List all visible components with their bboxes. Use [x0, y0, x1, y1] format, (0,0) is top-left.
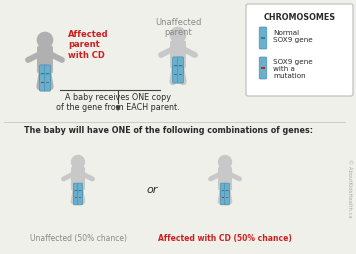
- Circle shape: [171, 27, 185, 43]
- Bar: [174, 74, 177, 75]
- FancyBboxPatch shape: [74, 183, 78, 197]
- FancyBboxPatch shape: [225, 183, 230, 197]
- Text: Normal
SOX9 gene: Normal SOX9 gene: [273, 30, 313, 43]
- Circle shape: [37, 32, 53, 48]
- FancyBboxPatch shape: [246, 4, 353, 96]
- Text: CHROMOSOMES: CHROMOSOMES: [263, 13, 336, 22]
- Bar: [226, 189, 229, 191]
- Bar: [79, 189, 82, 191]
- Text: Unaffected
parent: Unaffected parent: [155, 18, 201, 37]
- Text: The baby will have ONE of the following combinations of genes:: The baby will have ONE of the following …: [23, 126, 313, 135]
- FancyBboxPatch shape: [173, 66, 178, 83]
- FancyBboxPatch shape: [44, 74, 51, 91]
- FancyBboxPatch shape: [71, 166, 85, 191]
- FancyBboxPatch shape: [74, 191, 78, 205]
- Bar: [261, 37, 266, 39]
- Bar: [226, 197, 229, 198]
- Circle shape: [72, 155, 84, 168]
- Bar: [79, 197, 82, 198]
- Circle shape: [219, 155, 231, 168]
- Text: SOX9 gene
with a
mutation: SOX9 gene with a mutation: [273, 59, 313, 79]
- FancyBboxPatch shape: [40, 74, 46, 91]
- Text: Unaffected (50% chance): Unaffected (50% chance): [30, 234, 126, 243]
- FancyBboxPatch shape: [170, 41, 186, 68]
- FancyBboxPatch shape: [259, 57, 267, 79]
- Bar: [221, 189, 224, 191]
- Text: or: or: [146, 185, 158, 195]
- Bar: [46, 73, 49, 74]
- FancyBboxPatch shape: [220, 191, 225, 205]
- FancyBboxPatch shape: [78, 183, 83, 197]
- FancyBboxPatch shape: [37, 46, 53, 73]
- Bar: [179, 65, 182, 66]
- Bar: [46, 82, 49, 83]
- Text: Affected
parent
with CD: Affected parent with CD: [68, 30, 109, 60]
- FancyBboxPatch shape: [78, 191, 83, 205]
- Bar: [261, 67, 266, 69]
- FancyBboxPatch shape: [178, 66, 183, 83]
- FancyBboxPatch shape: [40, 65, 46, 82]
- Bar: [41, 73, 44, 74]
- FancyBboxPatch shape: [218, 166, 232, 191]
- FancyBboxPatch shape: [259, 27, 267, 49]
- FancyBboxPatch shape: [173, 57, 178, 74]
- FancyBboxPatch shape: [225, 191, 230, 205]
- Bar: [221, 197, 224, 198]
- FancyBboxPatch shape: [44, 65, 51, 82]
- Bar: [179, 74, 182, 75]
- FancyBboxPatch shape: [178, 57, 183, 74]
- FancyBboxPatch shape: [220, 183, 225, 197]
- Text: Affected with CD (50% chance): Affected with CD (50% chance): [158, 234, 292, 243]
- Text: A baby receives ONE copy
of the gene from EACH parent.: A baby receives ONE copy of the gene fro…: [56, 93, 180, 113]
- Bar: [74, 189, 77, 191]
- Bar: [74, 197, 77, 198]
- Bar: [41, 82, 44, 83]
- Bar: [174, 65, 177, 66]
- Text: © AboutKidsHealth.ca: © AboutKidsHealth.ca: [347, 159, 352, 217]
